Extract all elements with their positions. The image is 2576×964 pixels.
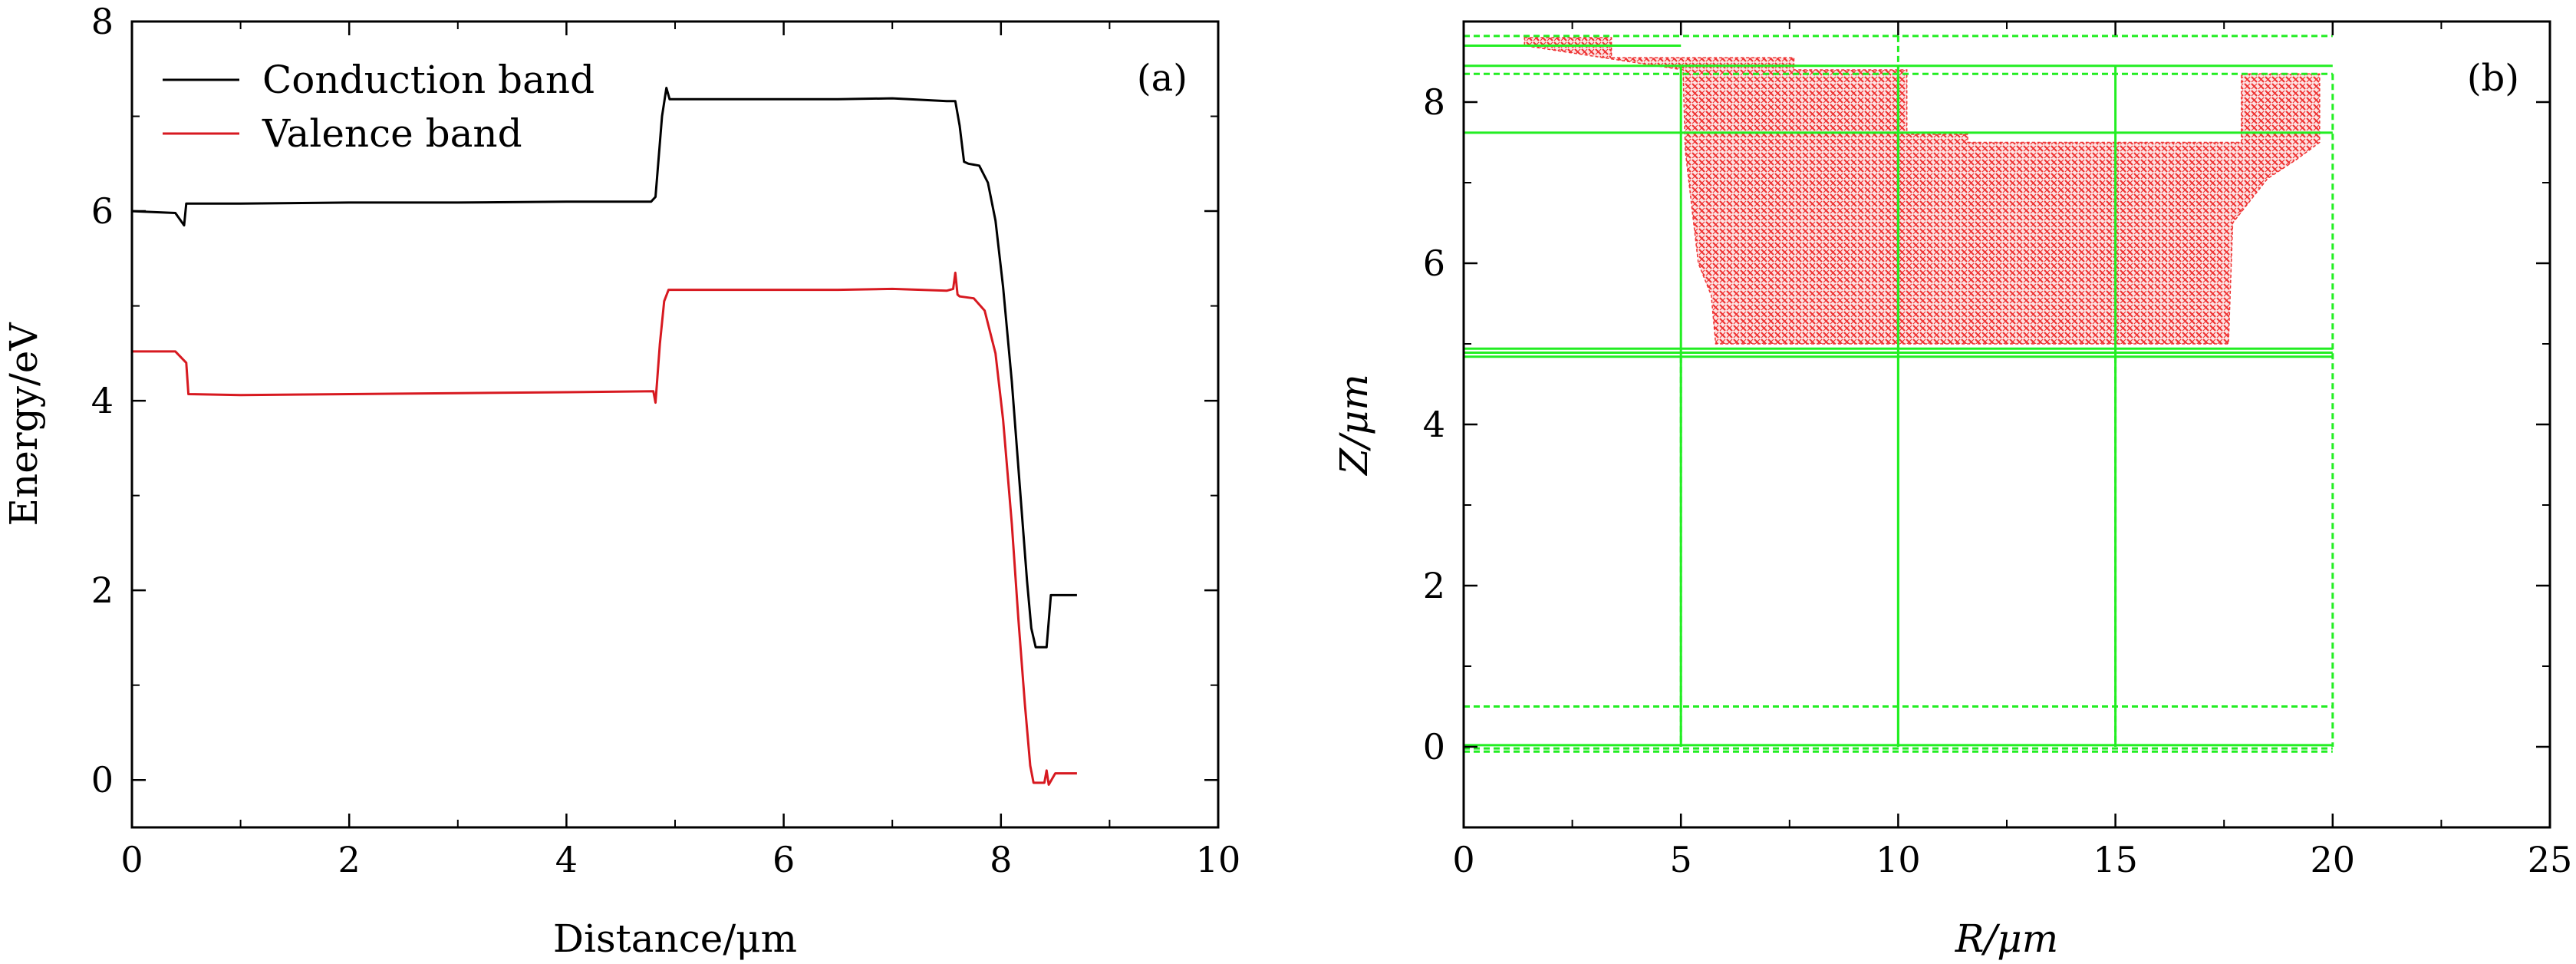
panel-a-y-tick-label: 8	[91, 1, 114, 42]
legend-label-conduction-band: Conduction band	[262, 58, 595, 102]
panel-b-y-tick-label: 4	[1423, 404, 1445, 445]
panel-b-y-tick-label: 0	[1423, 726, 1445, 768]
panel-a: 0 2 4 6 8 10 0 2 4 6 8 (a) Conduction band Valence…	[2, 1, 1240, 961]
panel-a-y-tick-label: 4	[91, 380, 114, 421]
panel-a-x-axis-label: Distance/μm	[553, 916, 797, 961]
panel-a-x-tick-label: 6	[772, 839, 795, 880]
panel-b-x-tick-label: 0	[1452, 839, 1474, 880]
panel-b: 0 5 10 15 20 25 0 2 4 6 8 (b) R/μm Z/μm	[1332, 20, 2573, 961]
panel-b-y-tick-label: 6	[1423, 243, 1445, 284]
panel-a-y-tick-label: 2	[91, 569, 114, 611]
panel-a-x-tick-label: 0	[120, 839, 143, 880]
panel-b-y-tick-label: 8	[1423, 81, 1445, 123]
panel-a-plot-area	[132, 87, 1077, 786]
panel-b-label: (b)	[2467, 57, 2519, 100]
series-line-valence-band	[132, 271, 1077, 786]
panel-b-y-axis-label: Z/μm	[1332, 374, 1376, 477]
legend: Conduction band Valence band	[163, 58, 595, 156]
panel-b-plot-area	[1464, 35, 2334, 753]
panel-b-x-tick-label: 10	[1876, 839, 1921, 880]
panel-b-x-tick-label: 20	[2311, 839, 2356, 880]
panel-a-x-tick-label: 4	[555, 839, 578, 880]
panel-b-x-tick-label: 15	[2093, 839, 2138, 880]
panel-b-x-axis-label: R/μm	[1955, 916, 2058, 961]
panel-a-x-tick-label: 2	[338, 839, 361, 880]
panel-a-axes: 0 2 4 6 8 10 0 2 4 6 8	[91, 1, 1241, 880]
series-line-conduction-band	[132, 87, 1077, 649]
panel-a-y-tick-label: 6	[91, 190, 114, 232]
panel-a-y-axis-label: Energy/eV	[2, 322, 46, 527]
panel-b-x-tick-label: 5	[1670, 839, 1692, 880]
panel-a-x-tick-label: 8	[990, 839, 1012, 880]
panel-b-axes: 0 5 10 15 20 25 0 2 4 6 8	[1423, 21, 2573, 880]
panel-b-frame	[1462, 20, 2551, 829]
panel-a-x-tick-label: 10	[1196, 839, 1241, 880]
panel-b-y-tick-label: 2	[1423, 565, 1445, 606]
field-region	[1524, 37, 2321, 345]
panel-a-label: (a)	[1137, 57, 1188, 100]
panel-a-frame	[130, 20, 1220, 829]
panel-b-x-tick-label: 25	[2528, 839, 2573, 880]
panel-a-y-tick-label: 0	[91, 759, 114, 801]
legend-label-valence-band: Valence band	[262, 111, 522, 156]
